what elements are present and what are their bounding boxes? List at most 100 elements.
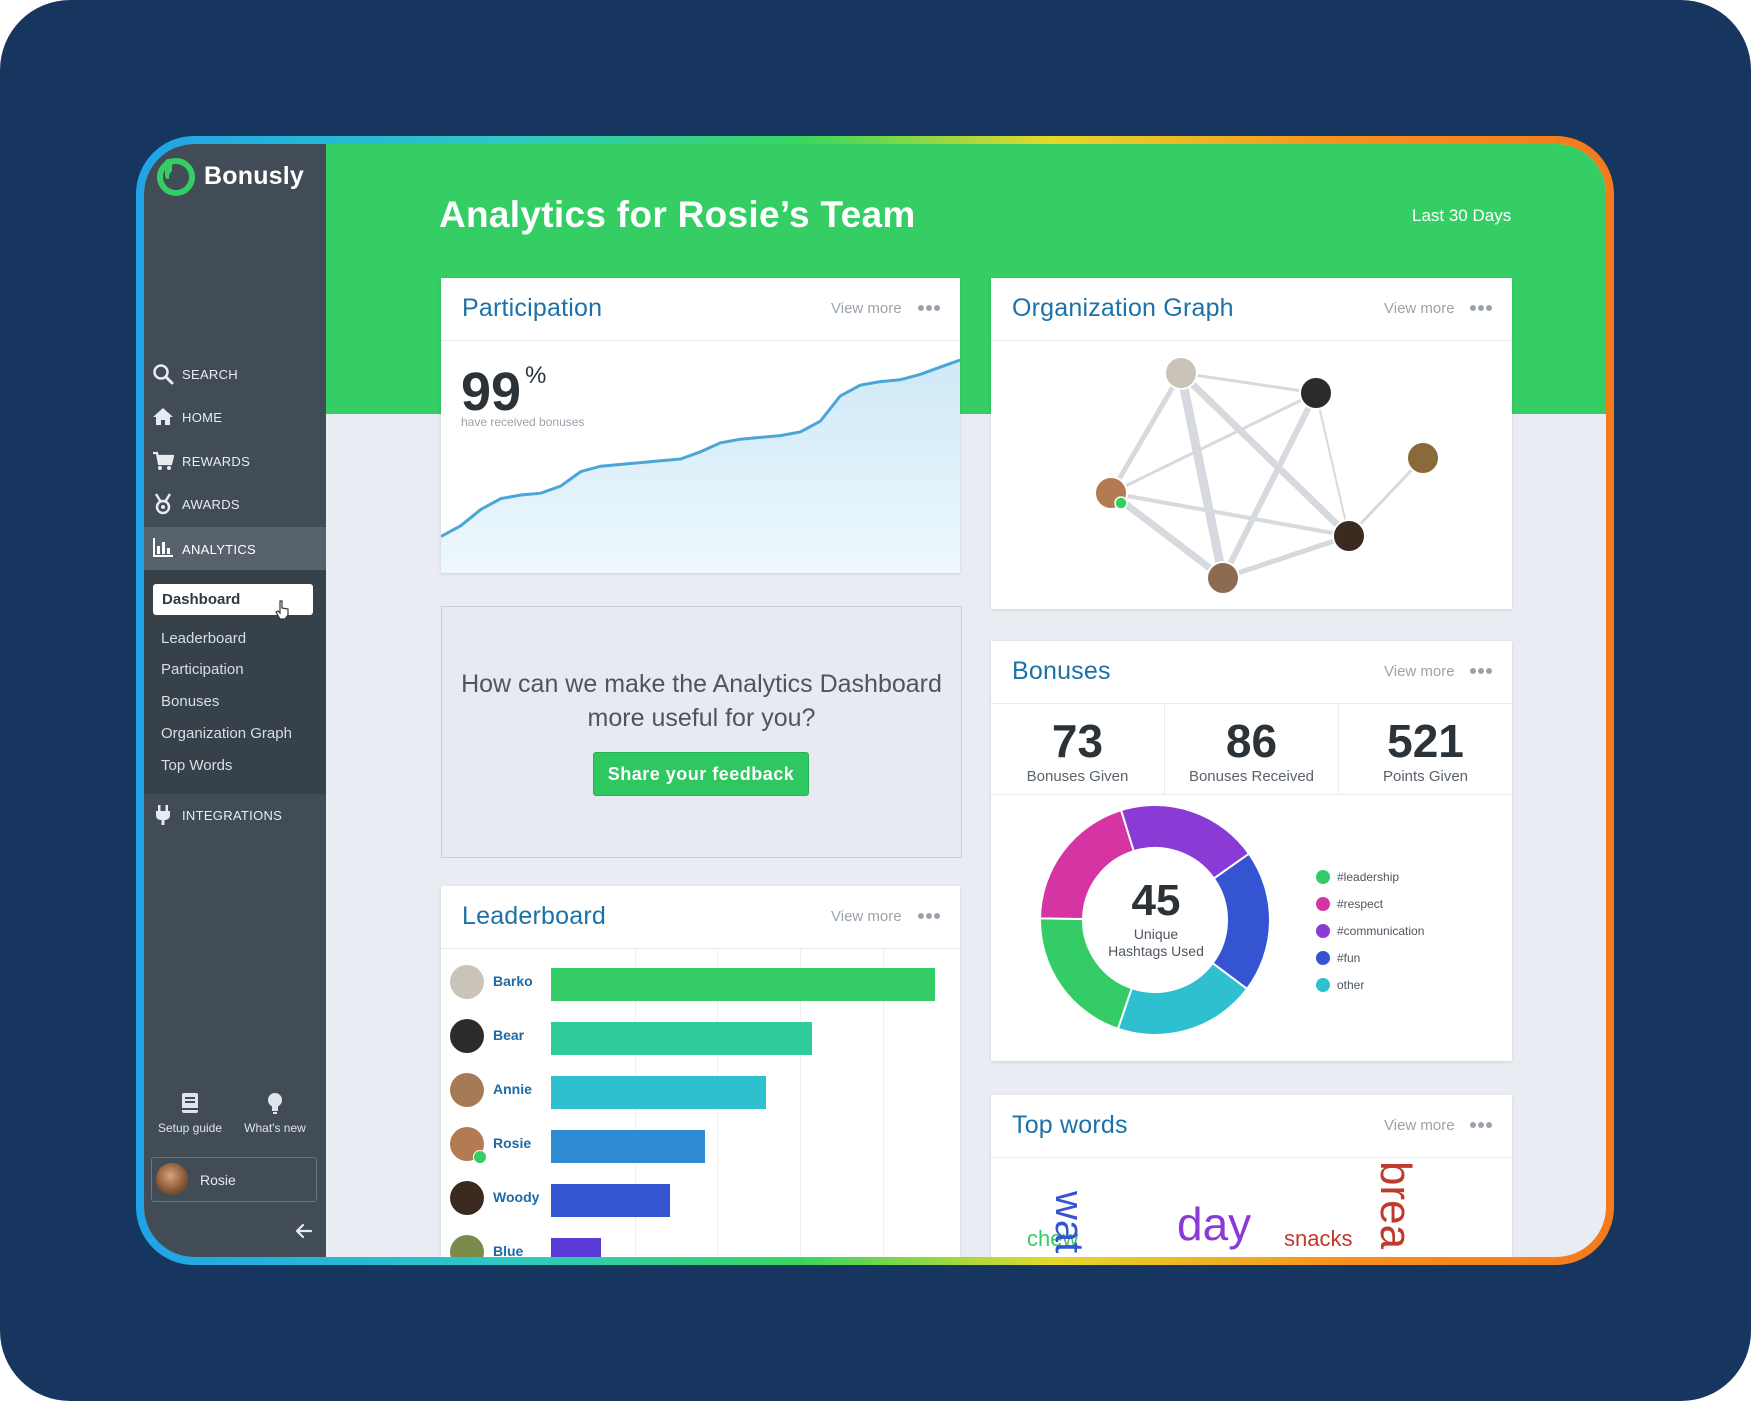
nav-awards-label: AWARDS <box>182 497 240 512</box>
nav-analytics-label: ANALYTICS <box>182 542 256 557</box>
legend-label: other <box>1337 977 1365 992</box>
more-options-icon[interactable] <box>1469 1115 1493 1135</box>
avatar <box>450 1181 484 1215</box>
stat-value: 86 <box>1225 715 1278 767</box>
sidebar: Bonusly SEARCH HOME REWARDS AWARDS ANALY… <box>144 144 326 1257</box>
nav-rewards-label: REWARDS <box>182 454 251 469</box>
share-feedback-button[interactable]: Share your feedback <box>593 752 809 796</box>
legend-item: #fun <box>1316 944 1424 971</box>
avatar <box>156 1163 188 1195</box>
nav-rewards[interactable]: REWARDS <box>144 441 326 481</box>
nav-search[interactable]: SEARCH <box>144 354 326 394</box>
pointer-cursor-icon <box>275 600 289 620</box>
nav-analytics[interactable]: ANALYTICS <box>144 527 326 570</box>
hashtag-donut-chart <box>1038 804 1271 1036</box>
participation-view-more[interactable]: View more <box>831 300 902 317</box>
gridline <box>800 948 801 1257</box>
whats-new-button[interactable]: What's new <box>235 1091 315 1135</box>
submenu-bonuses[interactable]: Bonuses <box>161 693 220 710</box>
lightbulb-icon <box>268 1093 282 1114</box>
more-options-icon[interactable] <box>1469 661 1493 681</box>
graph-node-avatar[interactable] <box>1164 356 1198 390</box>
card-divider <box>991 340 1512 341</box>
donut-slice[interactable] <box>1038 808 1135 920</box>
submenu-dashboard[interactable]: Dashboard <box>153 584 313 620</box>
word-cloud-word: snacks <box>1284 1226 1353 1251</box>
leaderboard-row[interactable]: Blue <box>441 1226 960 1257</box>
feedback-panel: How can we make the Analytics Dashboard … <box>441 606 962 858</box>
stat-divider <box>1338 704 1339 794</box>
leaderboard-view-more[interactable]: View more <box>831 908 902 925</box>
cart-icon <box>153 451 174 470</box>
leaderboard-card: Leaderboard View more Barko Bear Annie Rosi… <box>441 886 960 1257</box>
leaderboard-name: Woody <box>493 1189 540 1205</box>
graph-node-avatar[interactable] <box>1332 519 1366 553</box>
hashtag-legend: #leadership #respect #communication #fun… <box>1316 863 1424 998</box>
word-cloud-word: chew <box>1027 1226 1079 1251</box>
submenu-top-words[interactable]: Top Words <box>161 757 233 774</box>
graph-node-avatar[interactable] <box>1406 441 1440 475</box>
word-cloud-word: brea <box>1371 1161 1420 1250</box>
setup-guide-button[interactable]: Setup guide <box>150 1091 230 1135</box>
more-options-icon[interactable] <box>917 298 941 318</box>
donut-slice[interactable] <box>1116 961 1249 1036</box>
star-badge-icon <box>1114 496 1128 510</box>
leaderboard-name: Annie <box>493 1081 532 1097</box>
leaderboard-name: Barko <box>493 973 533 989</box>
submenu-organization-graph[interactable]: Organization Graph <box>161 725 292 742</box>
nav-awards[interactable]: AWARDS <box>144 484 326 524</box>
leaderboard-name: Rosie <box>493 1135 532 1151</box>
participation-unit: % <box>525 362 547 389</box>
legend-label: #communication <box>1337 923 1425 938</box>
top-words-view-more[interactable]: View more <box>1384 1117 1455 1134</box>
participation-trend-chart <box>441 358 960 573</box>
submenu-leaderboard[interactable]: Leaderboard <box>161 630 247 647</box>
bonusly-logo[interactable]: Bonusly <box>156 156 304 196</box>
submenu-participation[interactable]: Participation <box>161 661 244 678</box>
bonuses-title: Bonuses <box>1012 657 1111 685</box>
leaderboard-bar <box>551 1130 705 1163</box>
more-options-icon[interactable] <box>917 906 941 926</box>
setup-guide-label: Setup guide <box>157 1121 223 1135</box>
trend-area <box>441 360 960 573</box>
more-options-icon[interactable] <box>1469 298 1493 318</box>
leaderboard-row[interactable]: Rosie <box>441 1118 960 1168</box>
participation-caption: have received bonuses <box>461 415 585 429</box>
stat-label: Bonuses Given <box>1026 768 1129 785</box>
nav-integrations[interactable]: INTEGRATIONS <box>144 795 326 835</box>
graph-node-avatar[interactable] <box>1299 376 1333 410</box>
stat-bonuses-received: 86 Bonuses Received <box>1165 704 1338 794</box>
search-icon <box>153 364 174 385</box>
leaderboard-row[interactable]: Bear <box>441 1010 960 1060</box>
bonuses-view-more[interactable]: View more <box>1384 663 1455 680</box>
org-graph-card: Organization Graph View more <box>991 278 1512 609</box>
graph-edges <box>1107 368 1425 583</box>
bonuses-card: Bonuses View more 73 Bonuses Given 86 Bo… <box>991 641 1512 1061</box>
leaderboard-row[interactable]: Barko <box>441 956 960 1006</box>
leaderboard-name: Bear <box>493 1027 525 1043</box>
org-graph-view-more[interactable]: View more <box>1384 300 1455 317</box>
legend-item: #leadership <box>1316 863 1424 890</box>
avatar <box>450 1235 484 1257</box>
arrow-left-icon[interactable] <box>294 1221 314 1241</box>
participation-title: Participation <box>462 294 603 322</box>
date-range-selector[interactable]: Last 30 Days <box>1412 206 1512 225</box>
nav-search-label: SEARCH <box>182 367 238 382</box>
leaderboard-bar <box>551 968 935 1001</box>
app-window: Bonusly SEARCH HOME REWARDS AWARDS ANALY… <box>144 144 1606 1257</box>
user-menu[interactable]: Rosie <box>151 1157 317 1202</box>
legend-label: #leadership <box>1337 869 1400 884</box>
graph-node-avatar[interactable] <box>1206 561 1240 595</box>
unique-hashtags-label-2: Hashtags Used <box>1108 943 1204 959</box>
feedback-question: How can we make the Analytics Dashboard … <box>461 670 942 732</box>
leaderboard-bar <box>551 1022 813 1055</box>
bonusly-logo-icon <box>157 158 195 196</box>
whats-new-label: What's new <box>244 1121 306 1135</box>
star-badge-icon <box>473 1150 487 1164</box>
legend-label: #respect <box>1337 896 1384 911</box>
legend-item: other <box>1316 971 1424 998</box>
avatar <box>450 1019 484 1053</box>
leaderboard-row[interactable]: Annie <box>441 1064 960 1114</box>
leaderboard-row[interactable]: Woody <box>441 1172 960 1222</box>
nav-home[interactable]: HOME <box>144 397 326 437</box>
